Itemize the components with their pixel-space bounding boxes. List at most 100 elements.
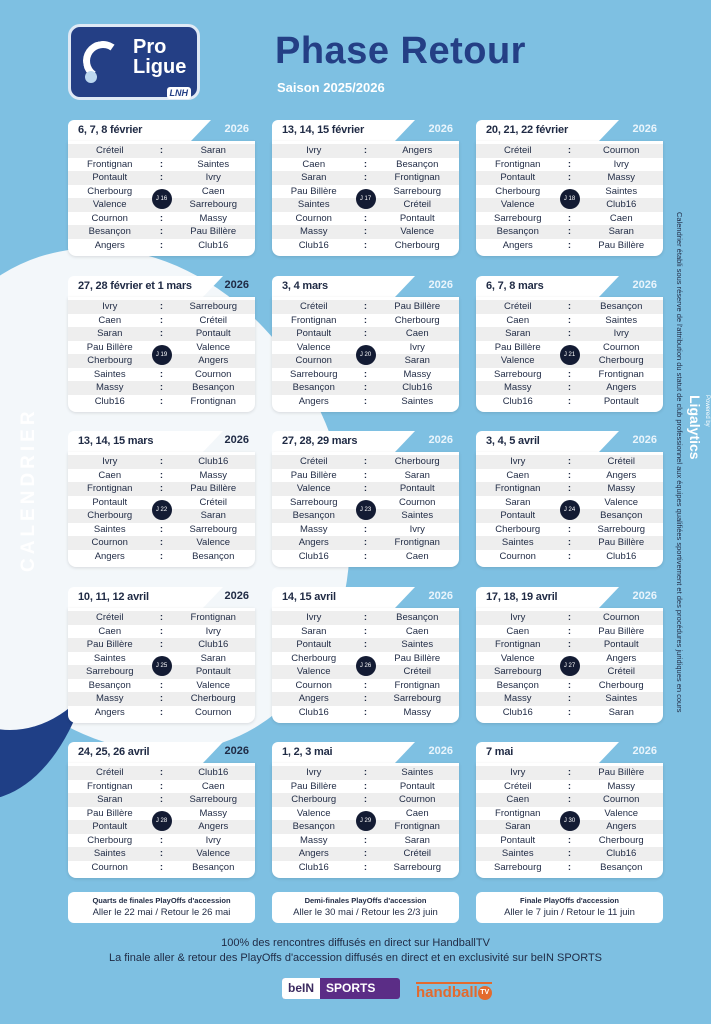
match-row: Massy Valence [272, 225, 459, 239]
matchday-card: 7 mai2026IvryPau BillèreCréteilMassyCaen… [476, 742, 663, 880]
match-row: Valence Pontault [272, 482, 459, 496]
matchday-badge: J 26 [355, 656, 376, 676]
match-row: Club16 Pontault [476, 395, 663, 409]
away-team: Besançon [600, 861, 643, 873]
home-team: Cournon [295, 679, 332, 691]
match-row: Club16 Sarrebourg [272, 861, 459, 875]
home-team: Valence [92, 199, 127, 210]
match-row: Cherbourg Caen [68, 185, 255, 199]
away-team: Saintes [401, 639, 434, 650]
match-row: Caen Pau Billère [476, 625, 663, 639]
separator-dots [152, 550, 172, 564]
separator-dots [152, 861, 172, 875]
away-team: Sarrebourg [597, 523, 646, 535]
match-list: Créteil Besançon Caen Saintes Saran Ivry Pau B… [476, 297, 663, 412]
side-note: Calendrier établi sous réserve de l'attr… [675, 212, 684, 713]
away-team: Cournon [603, 612, 640, 623]
card-header: 24, 25, 26 avril 2026 [68, 742, 255, 763]
matchday-card: 6, 7, 8 mars 2026 Créteil Besançon Caen Saint… [476, 276, 663, 414]
away-team: Club16 [606, 199, 637, 210]
home-team: Valence [296, 341, 331, 353]
home-team: Pontault [92, 496, 128, 508]
separator-dots [356, 368, 376, 382]
home-team: Cournon [295, 212, 332, 224]
away-team: Ivry [205, 625, 221, 637]
separator-dots [152, 625, 172, 639]
match-row: Massy Saintes [476, 692, 663, 706]
match-list: Créteil Saran Frontignan Saintes Pontault Ivr… [68, 141, 255, 256]
away-team: Pontault [603, 395, 639, 407]
home-team: Créteil [300, 301, 328, 312]
match-dates: 10, 11, 12 avril [68, 587, 223, 608]
match-row: Frontignan Valence [476, 807, 663, 821]
away-team: Angers [198, 821, 229, 832]
match-row: Massy Besançon [68, 381, 255, 395]
separator-dots [560, 395, 580, 409]
home-team: Pontault [500, 834, 536, 846]
home-team: Angers [94, 550, 125, 562]
home-team: Saintes [93, 848, 126, 859]
matchday-card: 1, 2, 3 mai 2026 Ivry Saintes Pau Billère Pon… [272, 742, 459, 880]
separator-dots [356, 611, 376, 625]
playoff-box: Finale PlayOffs d'accession Aller le 7 ju… [476, 892, 663, 923]
match-row: Pau Billère Valence [68, 341, 255, 355]
home-team: Massy [504, 693, 532, 704]
separator-dots [152, 706, 172, 720]
separator-dots [560, 861, 580, 875]
footer-line-1: 100% des rencontres diffusés en direct s… [221, 937, 490, 949]
matchday-badge: J 22 [151, 500, 172, 520]
match-row: Ivry Besançon [272, 611, 459, 625]
separator-dots [560, 625, 580, 639]
away-team: Pau Billère [190, 483, 237, 494]
away-team: Besançon [192, 550, 235, 562]
match-row: Sarrebourg Massy [272, 368, 459, 382]
match-row: Club16 Saran [476, 706, 663, 720]
away-team: Angers [606, 469, 637, 481]
home-team: Frontignan [291, 314, 337, 326]
match-row: Saran Valence [476, 496, 663, 510]
match-row: Angers Sarrebourg [272, 692, 459, 706]
separator-dots [560, 381, 580, 395]
away-team: Saintes [197, 158, 230, 170]
home-team: Saintes [93, 368, 126, 380]
matchday-badge: J 29 [355, 811, 376, 831]
match-list: CréteilPau BillèreFrontignanCherbourgPon… [272, 297, 459, 412]
match-row: Frontignan Ivry [476, 158, 663, 172]
away-team: Valence [196, 679, 231, 691]
away-team: Caen [405, 328, 429, 339]
home-team: Cournon [91, 212, 128, 224]
match-row: Créteil Saran [68, 144, 255, 158]
home-team: Saran [97, 794, 123, 805]
card-header: 14, 15 avril 2026 [272, 587, 459, 608]
home-team: Saran [97, 328, 123, 339]
away-team: Frontignan [190, 612, 236, 623]
separator-dots [152, 793, 172, 807]
match-row: Pau Billère Cournon [476, 341, 663, 355]
away-team: Sarrebourg [189, 523, 238, 535]
separator-dots [356, 706, 376, 720]
away-team: Cherbourg [394, 456, 440, 467]
match-row: Frontignan Pontault [476, 638, 663, 652]
matchday-card: 3, 4, 5 avril2026IvryCréteilCaenAngersFr… [476, 431, 663, 569]
home-team: Créteil [504, 301, 532, 312]
home-team: Besançon [292, 382, 335, 393]
home-team: Massy [96, 382, 124, 393]
home-team: Massy [96, 693, 124, 704]
matchday-card: 6, 7, 8 février 2026 Créteil Saran Frontigna… [68, 120, 255, 258]
card-header: 6, 7, 8 février 2026 [68, 120, 255, 141]
away-team: Pontault [195, 328, 231, 339]
match-row: Saintes Saran [68, 652, 255, 666]
separator-dots [152, 314, 172, 328]
card-header: 13, 14, 15 février 2026 [272, 120, 459, 141]
match-row: Pau Billère Massy [68, 807, 255, 821]
logo-badge-lnh: LNH [166, 87, 191, 99]
home-team: Sarrebourg [493, 666, 542, 677]
playoff-title: Quarts de finales PlayOffs d'accession [92, 896, 231, 905]
match-list: Ivry Angers Caen Besançon Saran Frontignan Pau… [272, 141, 459, 256]
home-team: Cournon [499, 550, 536, 562]
match-list: Ivry Besançon Saran Caen Pontault Saintes Cher… [272, 608, 459, 723]
separator-dots [356, 692, 376, 706]
home-team: Frontignan [495, 639, 541, 650]
separator-dots [560, 834, 580, 848]
away-team: Pau Billère [190, 226, 237, 237]
